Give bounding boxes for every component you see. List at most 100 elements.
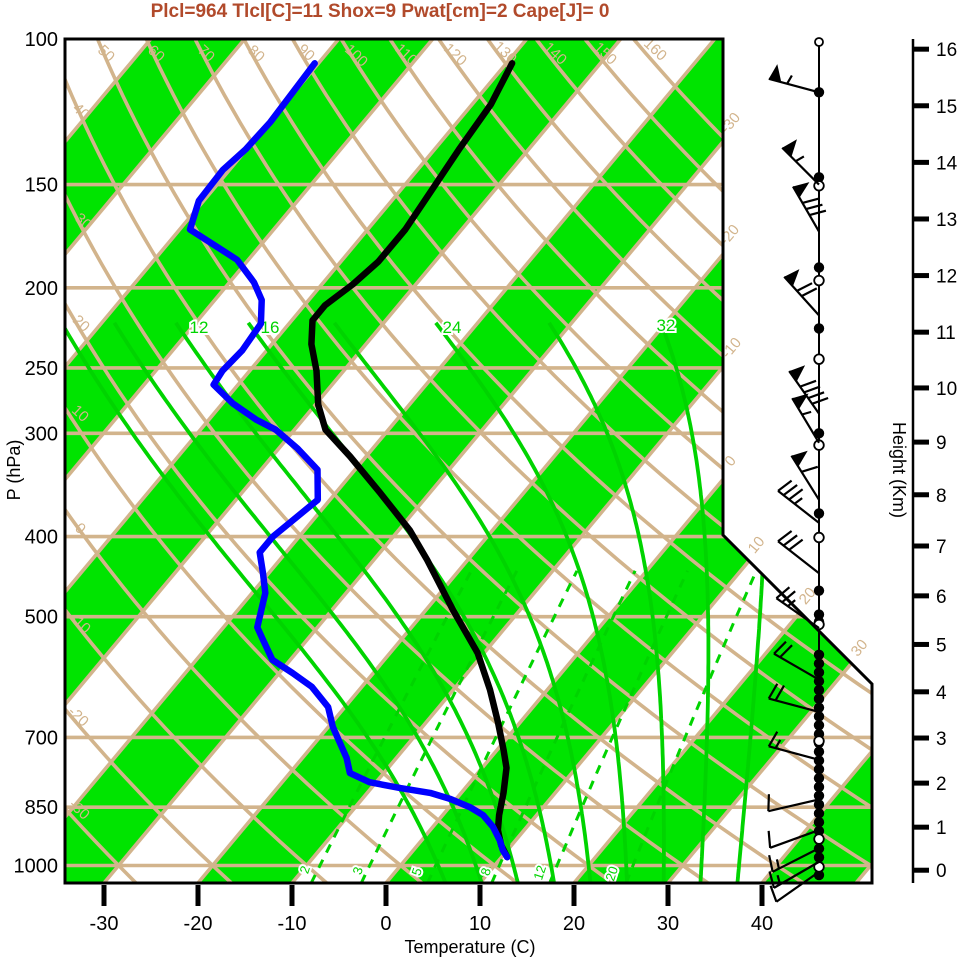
svg-text:5: 5 <box>936 635 947 656</box>
svg-text:8: 8 <box>936 486 947 507</box>
svg-text:10: 10 <box>936 379 957 400</box>
level-dot <box>813 428 825 439</box>
svg-text:40: 40 <box>751 913 773 935</box>
svg-text:500: 500 <box>25 607 58 629</box>
wind-barb <box>773 640 820 681</box>
svg-text:50: 50 <box>94 42 118 66</box>
wind-barb <box>767 731 820 761</box>
wind-barb <box>788 365 829 415</box>
mixing-ratio-lines <box>309 570 758 883</box>
level-dot <box>813 667 825 678</box>
wind-barb <box>768 860 820 889</box>
svg-text:200: 200 <box>25 278 58 300</box>
level-dot <box>813 693 825 705</box>
svg-text:3: 3 <box>936 729 947 750</box>
wind-barb <box>781 139 820 186</box>
svg-text:4: 4 <box>936 683 947 704</box>
level-dot <box>813 781 825 793</box>
wind-barb <box>791 393 820 444</box>
svg-text:30: 30 <box>657 913 679 935</box>
svg-text:12: 12 <box>936 267 957 288</box>
moist-adiabat-lines <box>65 321 768 883</box>
wind-barb <box>777 530 820 575</box>
svg-text:9: 9 <box>936 433 947 454</box>
wind-staff <box>813 37 825 881</box>
wind-barb <box>783 269 820 317</box>
pressure-axis: 100 150 200 250 300 400 500 700 850 1000 P (hPa) <box>4 29 58 877</box>
svg-text:16: 16 <box>936 40 957 61</box>
level-dot <box>813 684 825 696</box>
level-circle <box>813 531 825 544</box>
staff-top-marker <box>814 37 824 47</box>
plot-border <box>63 37 874 885</box>
wind-barbs <box>767 64 829 903</box>
wind-barb <box>767 683 820 714</box>
wind-barb <box>767 829 820 849</box>
temperature-axis: -30 -20 -10 0 10 20 30 40 Temperature (C) <box>90 885 773 957</box>
svg-text:24: 24 <box>443 318 462 337</box>
level-dot <box>813 764 825 775</box>
svg-text:11: 11 <box>936 323 956 344</box>
svg-text:150: 150 <box>25 175 58 197</box>
svg-text:6: 6 <box>936 587 947 608</box>
temperature-curve <box>308 60 516 861</box>
svg-text:12: 12 <box>530 863 549 881</box>
level-dot <box>813 799 825 810</box>
level-circle <box>813 833 825 845</box>
svg-text:2: 2 <box>936 774 947 795</box>
svg-text:1000: 1000 <box>14 855 59 877</box>
level-dot <box>813 172 825 183</box>
svg-text:120: 120 <box>440 40 470 70</box>
svg-text:16: 16 <box>261 318 280 337</box>
svg-text:300: 300 <box>25 423 58 445</box>
wind-barb <box>768 64 820 94</box>
level-dot <box>813 649 825 660</box>
level-circle <box>813 274 825 287</box>
level-dot <box>813 508 825 519</box>
svg-text:0: 0 <box>936 861 947 882</box>
svg-text:250: 250 <box>25 358 58 380</box>
wind-barb <box>777 479 820 524</box>
svg-text:1: 1 <box>936 818 947 839</box>
wind-barb <box>792 182 827 233</box>
wind-barb <box>767 794 820 813</box>
level-dot <box>813 808 825 819</box>
svg-text:7: 7 <box>936 537 947 558</box>
svg-text:-20: -20 <box>184 913 213 935</box>
level-circle <box>813 353 825 365</box>
svg-text:100: 100 <box>25 29 58 51</box>
wind-barb <box>768 847 820 873</box>
svg-text:15: 15 <box>936 97 957 118</box>
svg-text:400: 400 <box>25 527 58 549</box>
level-dot <box>813 746 825 757</box>
wind-barb <box>775 586 820 629</box>
level-dot <box>813 720 825 731</box>
sounding-curves <box>186 60 516 861</box>
svg-text:13: 13 <box>936 210 957 231</box>
level-dot <box>813 262 825 273</box>
svg-text:20: 20 <box>563 913 585 935</box>
svg-text:Temperature (C): Temperature (C) <box>404 937 535 957</box>
level-dot <box>813 609 825 620</box>
level-dot <box>813 790 825 801</box>
svg-text:30: 30 <box>848 636 872 660</box>
svg-text:12: 12 <box>190 318 209 337</box>
svg-text:10: 10 <box>745 533 769 557</box>
chart-title: Plcl=964 Tlcl[C]=11 Shox=9 Pwat[cm]=2 Ca… <box>150 1 610 22</box>
svg-text:-30: -30 <box>90 913 119 935</box>
svg-text:-20: -20 <box>64 703 91 730</box>
svg-text:0: 0 <box>380 913 391 935</box>
level-dot <box>813 852 825 863</box>
dewpoint-curve <box>186 60 511 861</box>
level-circle <box>813 735 825 747</box>
svg-text:Height (Km): Height (Km) <box>889 422 909 518</box>
svg-text:20: 20 <box>602 864 621 882</box>
wind-barb <box>769 870 820 903</box>
svg-text:P (hPa): P (hPa) <box>4 440 24 501</box>
svg-text:700: 700 <box>25 727 58 749</box>
level-dot <box>813 323 825 334</box>
wind-barb <box>790 450 820 501</box>
